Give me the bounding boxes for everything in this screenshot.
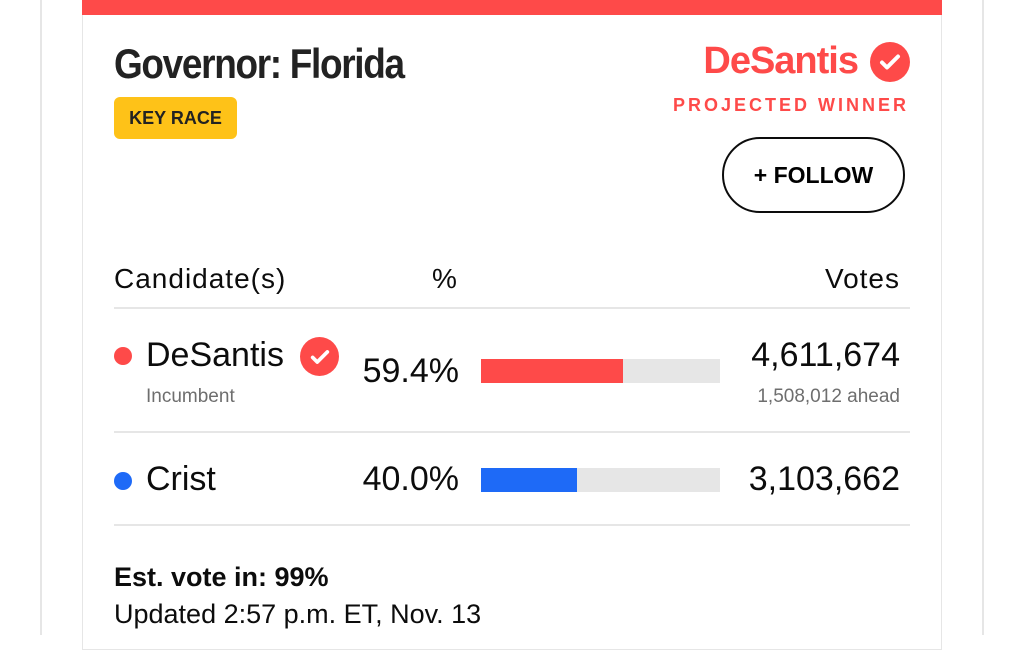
candidate-percent: 59.4% bbox=[362, 352, 459, 390]
vote-share-bar bbox=[481, 468, 720, 492]
divider bbox=[114, 524, 910, 526]
card-accent-bar bbox=[82, 0, 942, 15]
updated-timestamp: Updated 2:57 p.m. ET, Nov. 13 bbox=[114, 599, 482, 629]
candidate-percent: 40.0% bbox=[362, 460, 459, 498]
header-candidates: Candidate(s) bbox=[114, 263, 287, 294]
key-race-badge: KEY RACE bbox=[114, 97, 237, 139]
estimated-vote-in: Est. vote in: 99% bbox=[114, 562, 329, 592]
vote-share-bar bbox=[481, 359, 720, 383]
divider bbox=[114, 431, 910, 433]
candidate-name: DeSantis bbox=[146, 336, 284, 374]
header-percent: % bbox=[432, 263, 458, 294]
projected-winner-label: PROJECTED WINNER bbox=[672, 95, 909, 115]
candidate-color-dot bbox=[114, 347, 132, 365]
divider bbox=[114, 307, 910, 309]
winner-check-icon bbox=[300, 337, 339, 376]
follow-button[interactable]: + FOLLOW bbox=[722, 137, 905, 213]
candidate-note: Incumbent bbox=[146, 386, 235, 407]
projected-winner: DeSantis bbox=[703, 40, 910, 83]
page-border-left bbox=[40, 0, 42, 635]
candidate-votes: 4,611,674 bbox=[751, 336, 900, 374]
vote-share-fill bbox=[481, 468, 577, 492]
race-title: Governor: Florida bbox=[114, 40, 405, 87]
winner-name: DeSantis bbox=[703, 40, 859, 82]
vote-share-fill bbox=[481, 359, 623, 383]
page-border-right bbox=[982, 0, 984, 635]
vote-margin: 1,508,012 ahead bbox=[757, 386, 900, 407]
candidate-votes: 3,103,662 bbox=[748, 460, 900, 498]
candidate-color-dot bbox=[114, 472, 132, 490]
candidate-name: Crist bbox=[146, 460, 216, 498]
header-votes: Votes bbox=[824, 263, 900, 294]
check-icon bbox=[870, 41, 910, 82]
